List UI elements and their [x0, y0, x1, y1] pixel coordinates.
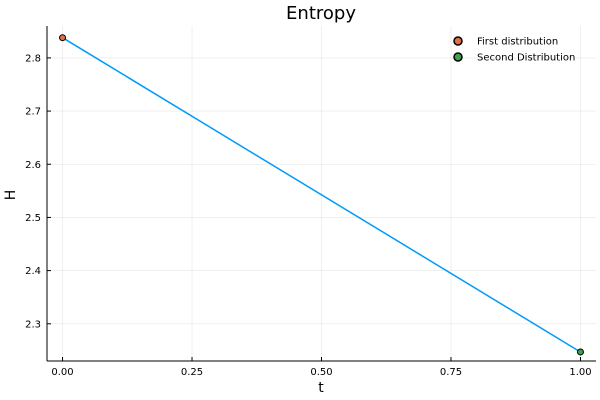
y-axis-label: H: [3, 190, 19, 201]
plot-area: [59, 34, 584, 356]
point-2: [576, 348, 584, 356]
point-1: [59, 34, 67, 42]
x-tick-label: 0.75: [440, 367, 462, 378]
x-tick-label: 1.00: [569, 367, 591, 378]
entropy-line: [62, 37, 581, 353]
y-tick-label: 2.4: [25, 266, 41, 277]
grid: [47, 26, 596, 361]
legend-label: First distribution: [477, 37, 558, 48]
y-tick-label: 2.3: [25, 319, 41, 330]
y-tick-label: 2.7: [25, 107, 41, 118]
legend-label: Second Distribution: [477, 53, 575, 64]
chart-title: Entropy: [286, 3, 356, 24]
x-tick-label: 0.50: [310, 367, 332, 378]
x-tick-label: 0.25: [181, 367, 203, 378]
y-tick-label: 2.8: [25, 53, 41, 64]
legend-marker: [453, 36, 463, 46]
x-axis-label: t: [318, 380, 324, 396]
x-tick-label: 0.00: [51, 367, 73, 378]
legend-marker: [453, 52, 463, 62]
axes: 0.00 0.25 0.50 0.75 1.00 2.3 2.4 2.5 2.6 2.7 2.8: [25, 26, 596, 378]
legend: First distribution Second Distribution: [453, 36, 575, 64]
y-tick-label: 2.6: [25, 160, 41, 171]
y-tick-label: 2.5: [25, 213, 41, 224]
